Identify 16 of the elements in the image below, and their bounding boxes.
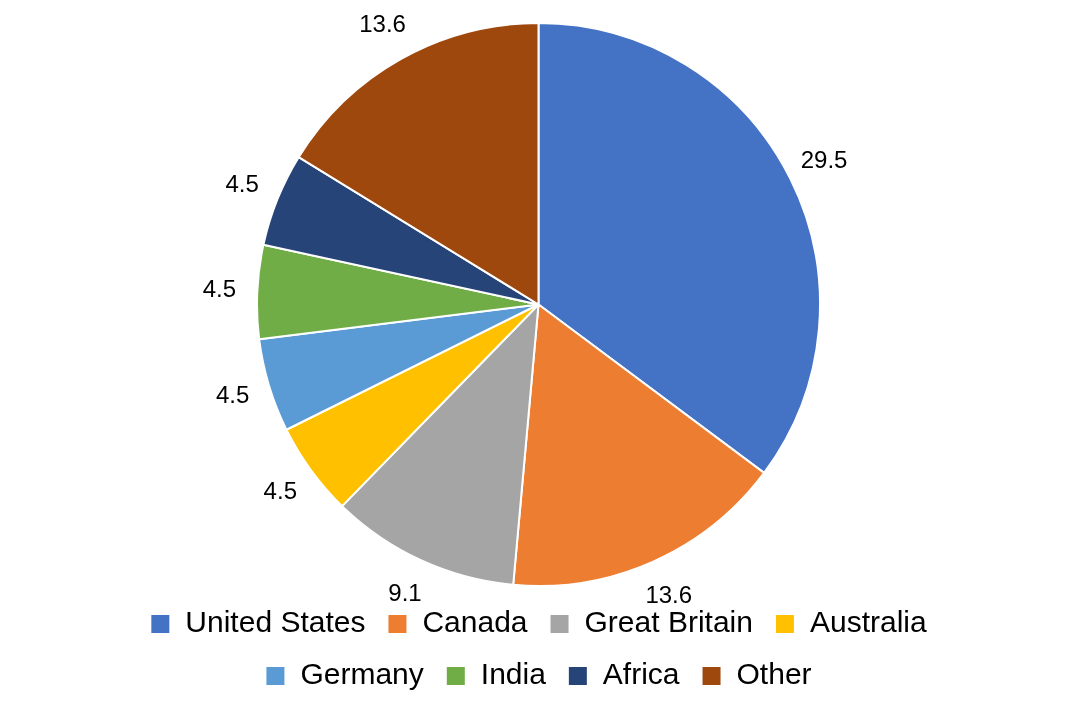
data-label: 4.5 bbox=[263, 477, 297, 505]
data-label: 4.5 bbox=[225, 169, 259, 197]
data-label: 29.5 bbox=[800, 145, 848, 173]
legend-label: Germany bbox=[300, 657, 424, 691]
legend-label: India bbox=[480, 657, 547, 691]
legend-label: Canada bbox=[422, 605, 528, 639]
legend-label: United States bbox=[185, 605, 366, 639]
legend-label: Africa bbox=[602, 657, 680, 691]
legend-label: Great Britain bbox=[584, 605, 753, 639]
data-label: 9.1 bbox=[388, 579, 422, 607]
data-label: 13.6 bbox=[645, 580, 693, 608]
data-label: 13.6 bbox=[359, 10, 406, 38]
data-label: 4.5 bbox=[215, 381, 250, 409]
data-label: 4.5 bbox=[202, 274, 237, 302]
legend-label: Other bbox=[736, 657, 812, 691]
legend-label: Australia bbox=[809, 605, 927, 639]
